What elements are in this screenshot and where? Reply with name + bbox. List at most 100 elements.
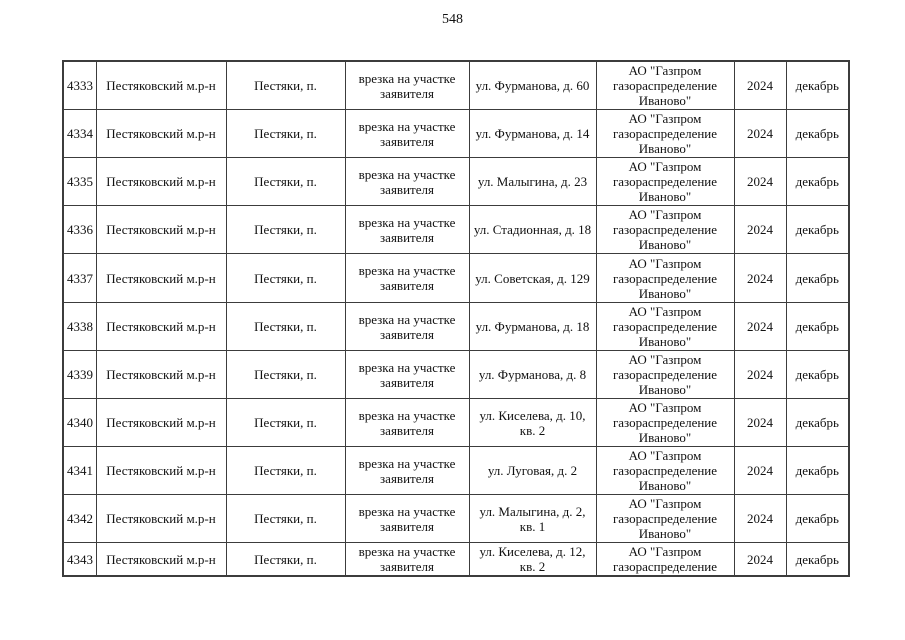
cell-row-number: 4341 <box>62 446 97 495</box>
table-row: 4333 Пестяковский м.р-н Пестяки, п. врез… <box>62 60 850 110</box>
cell-month: декабрь <box>785 350 850 399</box>
cell-month: декабрь <box>785 494 850 543</box>
cell-work-type: врезка на участке заявителя <box>344 109 470 158</box>
cell-year: 2024 <box>733 157 787 206</box>
cell-district: Пестяковский м.р-н <box>95 398 227 447</box>
cell-organization: АО "Газпром газораспределение Иваново" <box>595 109 735 158</box>
cell-year: 2024 <box>733 446 787 495</box>
cell-address: ул. Малыгина, д. 2, кв. 1 <box>468 494 597 543</box>
cell-row-number: 4335 <box>62 157 97 206</box>
cell-row-number: 4337 <box>62 253 97 303</box>
page-number: 548 <box>442 12 463 27</box>
cell-settlement: Пестяки, п. <box>225 302 346 351</box>
cell-district: Пестяковский м.р-н <box>95 109 227 158</box>
table-row: 4336 Пестяковский м.р-н Пестяки, п. врез… <box>62 205 850 254</box>
table-row: 4342 Пестяковский м.р-н Пестяки, п. врез… <box>62 494 850 543</box>
cell-year: 2024 <box>733 350 787 399</box>
cell-district: Пестяковский м.р-н <box>95 350 227 399</box>
table-row: 4343 Пестяковский м.р-н Пестяки, п. врез… <box>62 542 850 577</box>
cell-work-type: врезка на участке заявителя <box>344 205 470 254</box>
cell-settlement: Пестяки, п. <box>225 350 346 399</box>
cell-month: декабрь <box>785 205 850 254</box>
cell-work-type: врезка на участке заявителя <box>344 446 470 495</box>
cell-row-number: 4340 <box>62 398 97 447</box>
table-row: 4337 Пестяковский м.р-н Пестяки, п. врез… <box>62 253 850 303</box>
cell-row-number: 4338 <box>62 302 97 351</box>
table-row: 4339 Пестяковский м.р-н Пестяки, п. врез… <box>62 350 850 399</box>
cell-month: декабрь <box>785 302 850 351</box>
cell-row-number: 4343 <box>62 542 97 577</box>
cell-work-type: врезка на участке заявителя <box>344 350 470 399</box>
table-row: 4340 Пестяковский м.р-н Пестяки, п. врез… <box>62 398 850 447</box>
cell-organization: АО "Газпром газораспределение Иваново" <box>595 494 735 543</box>
cell-address: ул. Советская, д. 129 <box>468 253 597 303</box>
cell-year: 2024 <box>733 398 787 447</box>
connections-table: 4333 Пестяковский м.р-н Пестяки, п. врез… <box>62 60 850 577</box>
cell-address: ул. Фурманова, д. 60 <box>468 60 597 110</box>
cell-address: ул. Стадионная, д. 18 <box>468 205 597 254</box>
table-row: 4335 Пестяковский м.р-н Пестяки, п. врез… <box>62 157 850 206</box>
cell-district: Пестяковский м.р-н <box>95 60 227 110</box>
cell-settlement: Пестяки, п. <box>225 205 346 254</box>
cell-organization: АО "Газпром газораспределение Иваново" <box>595 253 735 303</box>
cell-year: 2024 <box>733 109 787 158</box>
cell-month: декабрь <box>785 398 850 447</box>
cell-address: ул. Малыгина, д. 23 <box>468 157 597 206</box>
cell-organization: АО "Газпром газораспределение Иваново" <box>595 157 735 206</box>
cell-district: Пестяковский м.р-н <box>95 157 227 206</box>
cell-district: Пестяковский м.р-н <box>95 494 227 543</box>
cell-work-type: врезка на участке заявителя <box>344 253 470 303</box>
cell-month: декабрь <box>785 109 850 158</box>
table-row: 4341 Пестяковский м.р-н Пестяки, п. врез… <box>62 446 850 495</box>
table-row: 4334 Пестяковский м.р-н Пестяки, п. врез… <box>62 109 850 158</box>
cell-settlement: Пестяки, п. <box>225 446 346 495</box>
cell-settlement: Пестяки, п. <box>225 542 346 577</box>
cell-settlement: Пестяки, п. <box>225 60 346 110</box>
cell-month: декабрь <box>785 60 850 110</box>
cell-district: Пестяковский м.р-н <box>95 542 227 577</box>
cell-address: ул. Киселева, д. 10, кв. 2 <box>468 398 597 447</box>
cell-year: 2024 <box>733 494 787 543</box>
cell-work-type: врезка на участке заявителя <box>344 494 470 543</box>
table-body: 4333 Пестяковский м.р-н Пестяки, п. врез… <box>62 60 850 577</box>
cell-address: ул. Киселева, д. 12, кв. 2 <box>468 542 597 577</box>
cell-work-type: врезка на участке заявителя <box>344 60 470 110</box>
cell-year: 2024 <box>733 60 787 110</box>
cell-row-number: 4339 <box>62 350 97 399</box>
cell-organization: АО "Газпром газораспределение Иваново" <box>595 446 735 495</box>
cell-settlement: Пестяки, п. <box>225 398 346 447</box>
cell-row-number: 4342 <box>62 494 97 543</box>
cell-month: декабрь <box>785 253 850 303</box>
cell-settlement: Пестяки, п. <box>225 157 346 206</box>
cell-district: Пестяковский м.р-н <box>95 205 227 254</box>
table-row: 4338 Пестяковский м.р-н Пестяки, п. врез… <box>62 302 850 351</box>
cell-work-type: врезка на участке заявителя <box>344 157 470 206</box>
cell-district: Пестяковский м.р-н <box>95 446 227 495</box>
cell-row-number: 4333 <box>62 60 97 110</box>
cell-organization: АО "Газпром газораспределение <box>595 542 735 577</box>
cell-district: Пестяковский м.р-н <box>95 302 227 351</box>
cell-year: 2024 <box>733 253 787 303</box>
cell-address: ул. Фурманова, д. 18 <box>468 302 597 351</box>
cell-address: ул. Фурманова, д. 14 <box>468 109 597 158</box>
cell-work-type: врезка на участке заявителя <box>344 398 470 447</box>
cell-month: декабрь <box>785 446 850 495</box>
cell-year: 2024 <box>733 542 787 577</box>
cell-organization: АО "Газпром газораспределение Иваново" <box>595 398 735 447</box>
cell-organization: АО "Газпром газораспределение Иваново" <box>595 350 735 399</box>
cell-work-type: врезка на участке заявителя <box>344 302 470 351</box>
cell-work-type: врезка на участке заявителя <box>344 542 470 577</box>
cell-settlement: Пестяки, п. <box>225 494 346 543</box>
cell-address: ул. Фурманова, д. 8 <box>468 350 597 399</box>
cell-organization: АО "Газпром газораспределение Иваново" <box>595 60 735 110</box>
cell-year: 2024 <box>733 205 787 254</box>
cell-address: ул. Луговая, д. 2 <box>468 446 597 495</box>
cell-month: декабрь <box>785 542 850 577</box>
cell-organization: АО "Газпром газораспределение Иваново" <box>595 302 735 351</box>
cell-district: Пестяковский м.р-н <box>95 253 227 303</box>
cell-month: декабрь <box>785 157 850 206</box>
cell-organization: АО "Газпром газораспределение Иваново" <box>595 205 735 254</box>
cell-year: 2024 <box>733 302 787 351</box>
cell-settlement: Пестяки, п. <box>225 109 346 158</box>
